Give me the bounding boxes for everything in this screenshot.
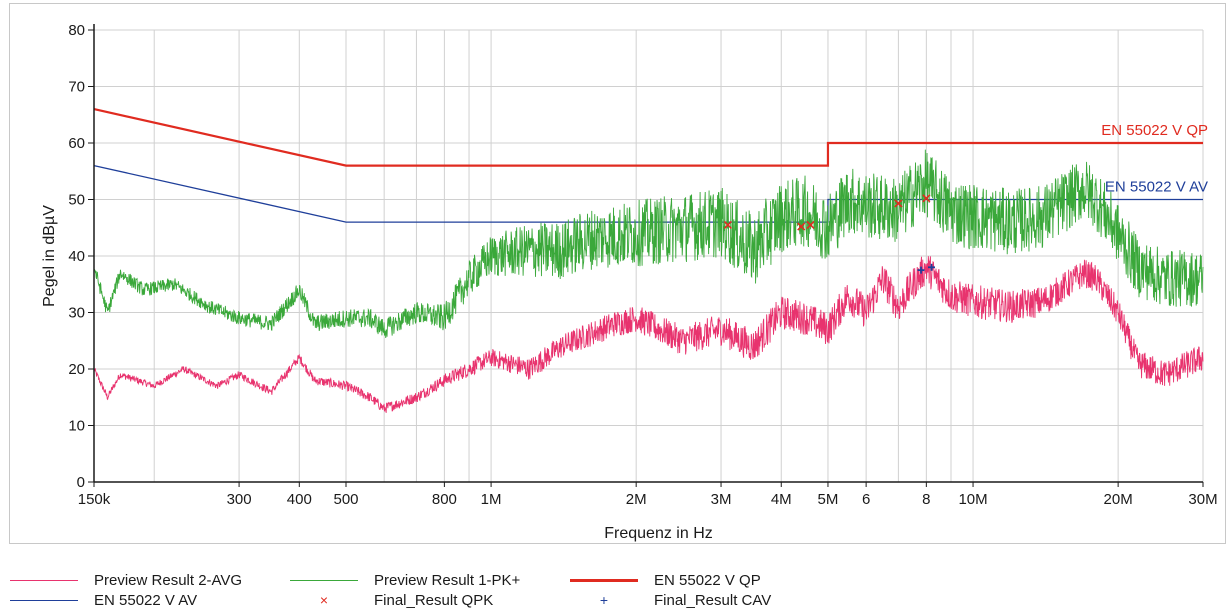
legend-item-cav-final: + Final_Result CAV — [570, 590, 771, 610]
qp-limit-line — [93, 108, 1203, 167]
label-layer: Frequenz in Hz Pegel in dBµV EN 55022 V QP… — [41, 122, 1208, 542]
x-axis-title: Frequenz in Hz — [604, 525, 713, 542]
cav-result-marker — [928, 263, 936, 271]
plus-marker-icon: + — [599, 592, 609, 608]
x-marker-icon: × — [319, 592, 329, 608]
legend-item-qp-limit: EN 55022 V QP — [570, 570, 761, 590]
avg-trace — [93, 256, 1204, 413]
av-limit-label: EN 55022 V AV — [1105, 179, 1208, 196]
x-tick-label: 800 — [432, 491, 457, 508]
x-tick-label: 400 — [287, 491, 312, 508]
legend-item-qpk-final: × Final_Result QPK — [290, 590, 493, 610]
legend-swatch-av-limit — [10, 590, 78, 610]
y-tick-label: 80 — [68, 22, 85, 39]
legend-label-qp-limit: EN 55022 V QP — [654, 571, 761, 589]
x-tick-label: 20M — [1104, 491, 1133, 508]
y-tick-label: 40 — [68, 248, 85, 265]
legend-item-avg: Preview Result 2-AVG — [10, 570, 242, 590]
y-tick-label: 0 — [77, 474, 85, 491]
legend-swatch-cav-final: + — [570, 590, 638, 610]
x-tick-label: 30M — [1188, 491, 1217, 508]
x-tick-label: 2M — [626, 491, 647, 508]
x-tick-label: 150k — [78, 491, 111, 508]
qpk-result-marker — [894, 199, 903, 208]
pk-trace — [93, 149, 1204, 339]
legend-item-av-limit: EN 55022 V AV — [10, 590, 197, 610]
legend-item-pk: Preview Result 1-PK+ — [290, 570, 520, 590]
qpk-result-marker — [922, 194, 931, 203]
series-layer — [93, 149, 1204, 413]
x-tick-label: 8 — [922, 491, 930, 508]
legend-swatch-qp-limit — [570, 570, 638, 590]
chart-frame: 0 10 20 30 40 50 60 70 80 150k 300 400 500 800 1M 2M 3M 4… — [9, 3, 1226, 544]
legend-label-pk: Preview Result 1-PK+ — [374, 571, 521, 589]
legend: Preview Result 2-AVG Preview Result 1-PK… — [0, 562, 1231, 612]
x-tick-label: 5M — [818, 491, 839, 508]
legend-label-cav-final: Final_Result CAV — [654, 591, 772, 609]
y-tick-label: 20 — [68, 361, 85, 378]
y-axis-title: Pegel in dBµV — [41, 205, 58, 307]
legend-label-qpk-final: Final_Result QPK — [374, 591, 494, 609]
emc-spectrum-chart: 0 10 20 30 40 50 60 70 80 150k 300 400 500 800 1M 2M 3M 4… — [41, 22, 1218, 542]
x-tick-label: 6 — [862, 491, 870, 508]
x-tick-label: 10M — [958, 491, 987, 508]
x-tick-label: 1M — [481, 491, 502, 508]
qpk-result-marker — [723, 220, 732, 229]
y-tick-label: 60 — [68, 135, 85, 152]
axis-layer: 0 10 20 30 40 50 60 70 80 150k 300 400 500 800 1M 2M 3M 4… — [68, 22, 1217, 508]
marker-layer — [723, 194, 936, 274]
y-tick-label: 10 — [68, 418, 85, 435]
qpk-result-marker — [797, 222, 806, 231]
qpk-result-marker — [806, 220, 815, 229]
y-tick-label: 70 — [68, 79, 85, 96]
qp-limit-label: EN 55022 V QP — [1101, 122, 1208, 139]
legend-label-avg: Preview Result 2-AVG — [94, 571, 243, 589]
legend-swatch-qpk-final: × — [290, 590, 358, 610]
legend-swatch-pk — [290, 570, 358, 590]
legend-swatch-avg — [10, 570, 78, 590]
y-tick-label: 30 — [68, 305, 85, 322]
y-tick-label: 50 — [68, 192, 85, 209]
cav-result-marker — [917, 266, 925, 274]
x-tick-label: 500 — [333, 491, 358, 508]
x-tick-label: 3M — [711, 491, 732, 508]
x-tick-label: 4M — [771, 491, 792, 508]
x-tick-label: 300 — [227, 491, 252, 508]
legend-label-av-limit: EN 55022 V AV — [94, 591, 198, 609]
